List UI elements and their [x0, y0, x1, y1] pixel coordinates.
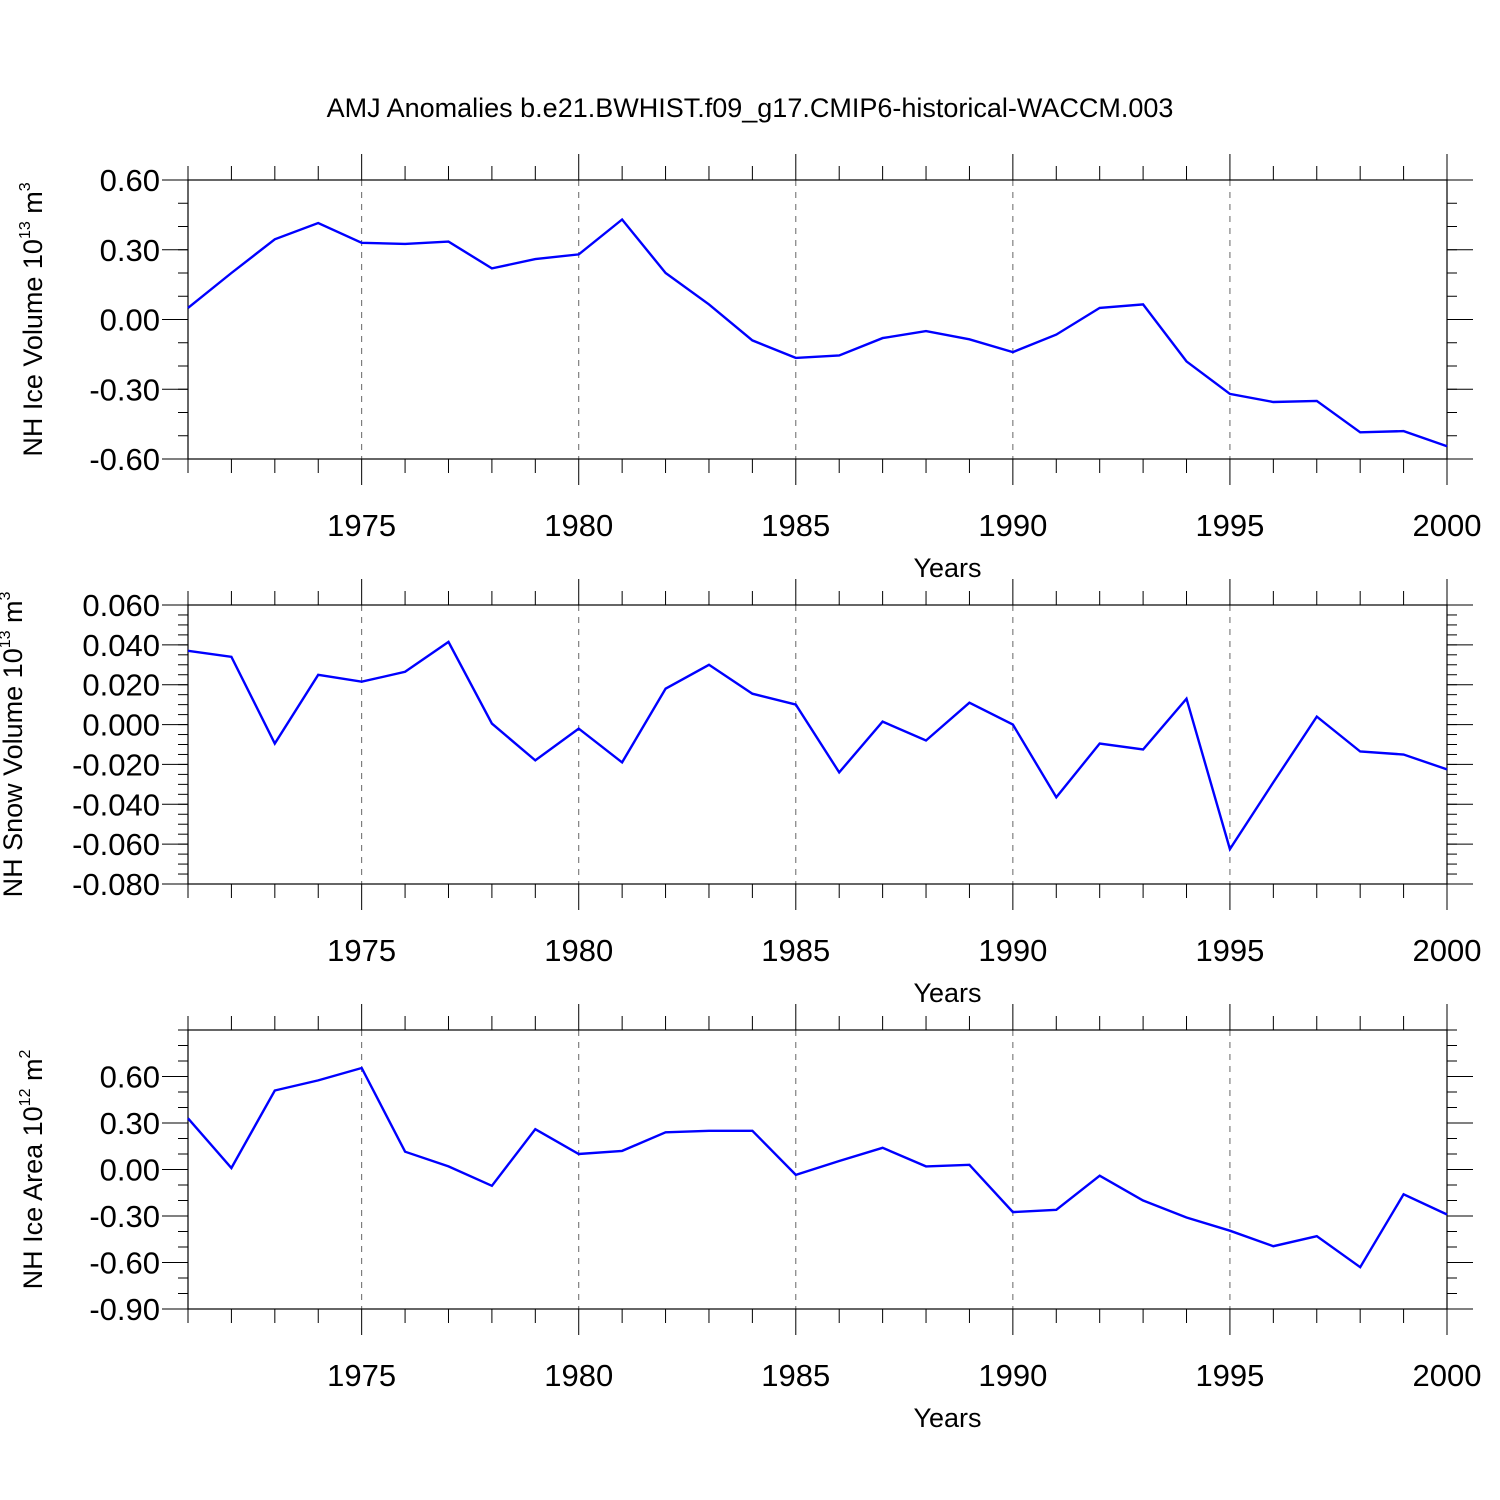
plot-frame: [187, 1029, 1448, 1310]
y-tick-label: -0.060: [72, 827, 160, 862]
y-tick-label: -0.020: [72, 747, 160, 782]
x-tick-label: 2000: [1413, 933, 1482, 968]
x-tick-label: 1975: [327, 508, 396, 543]
x-axis-label: Years: [913, 1403, 981, 1433]
x-axis-label: Years: [913, 553, 981, 583]
y-axis-label: NH Snow Volume 1013 m3: [0, 591, 28, 897]
y-tick-label: -0.60: [89, 442, 160, 477]
y-tick-label: -0.90: [89, 1292, 160, 1327]
x-tick-label: 1990: [978, 508, 1047, 543]
y-tick-label: -0.30: [89, 1199, 160, 1234]
y-tick-label: 0.30: [100, 1106, 160, 1141]
y-tick-label: 0.040: [82, 628, 160, 663]
x-tick-label: 1975: [327, 1358, 396, 1393]
x-tick-label: 1980: [544, 933, 613, 968]
x-tick-label: 1990: [978, 1358, 1047, 1393]
x-tick-label: 1995: [1195, 508, 1264, 543]
x-tick-label: 1980: [544, 508, 613, 543]
y-tick-label: 0.020: [82, 668, 160, 703]
x-axis-label: Years: [913, 978, 981, 1008]
y-axis-label: NH Ice Volume 1013 m3: [17, 182, 48, 456]
x-tick-label: 1985: [761, 933, 830, 968]
x-tick-label: 1990: [978, 933, 1047, 968]
x-tick-label: 1985: [761, 508, 830, 543]
x-tick-label: 1995: [1195, 933, 1264, 968]
series-line: [187, 217, 1448, 448]
x-tick-label: 1995: [1195, 1358, 1264, 1393]
plot-frame: [187, 179, 1448, 460]
figure-title: AMJ Anomalies b.e21.BWHIST.f09_g17.CMIP6…: [327, 93, 1174, 123]
y-tick-label: 0.060: [82, 588, 160, 623]
y-tick-label: -0.040: [72, 787, 160, 822]
y-tick-label: 0.00: [100, 1153, 160, 1188]
y-tick-label: -0.30: [89, 372, 160, 407]
y-axis-label: NH Ice Area 1012 m2: [17, 1050, 48, 1290]
y-tick-label: 0.60: [100, 163, 160, 198]
x-tick-label: 1975: [327, 933, 396, 968]
y-tick-label: -0.080: [72, 867, 160, 902]
chart-panel-3: 1975 1980 1985 1990 1995 2000 Years -0.90 -0.60 -…: [17, 1004, 1481, 1433]
x-tick-label: 2000: [1413, 1358, 1482, 1393]
y-tick-label: 0.60: [100, 1060, 160, 1095]
series-line: [187, 1066, 1448, 1269]
plot-frame: [187, 604, 1448, 885]
x-tick-label: 1985: [761, 1358, 830, 1393]
x-tick-label: 2000: [1413, 508, 1482, 543]
y-tick-label: -0.60: [89, 1246, 160, 1281]
y-tick-label: 0.000: [82, 708, 160, 743]
x-tick-label: 1980: [544, 1358, 613, 1393]
chart-panel-1: 1975 1980 1985 1990 1995 2000 Years -0.60 -0.30 0…: [17, 154, 1481, 583]
series-line: [187, 640, 1448, 852]
y-tick-label: 0.30: [100, 233, 160, 268]
chart-panel-2: 1975 1980 1985 1990 1995 2000 Years -0.080 -0.06…: [0, 579, 1481, 1008]
y-tick-label: 0.00: [100, 303, 160, 338]
